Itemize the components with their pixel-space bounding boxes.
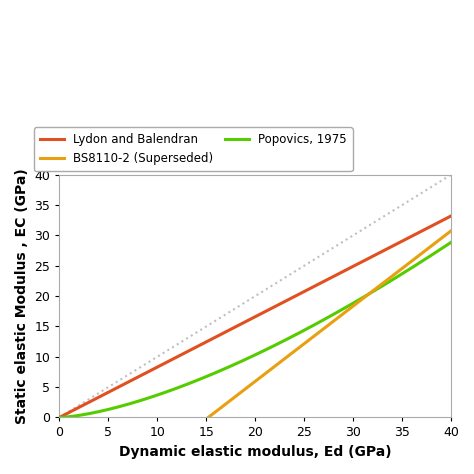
X-axis label: Dynamic elastic modulus, Ed (GPa): Dynamic elastic modulus, Ed (GPa)	[119, 445, 392, 459]
Legend: Lydon and Balendran, BS8110-2 (Superseded), Popovics, 1975: Lydon and Balendran, BS8110-2 (Supersede…	[34, 127, 353, 171]
Y-axis label: Static elastic Modulus , EC (GPa): Static elastic Modulus , EC (GPa)	[15, 168, 29, 424]
